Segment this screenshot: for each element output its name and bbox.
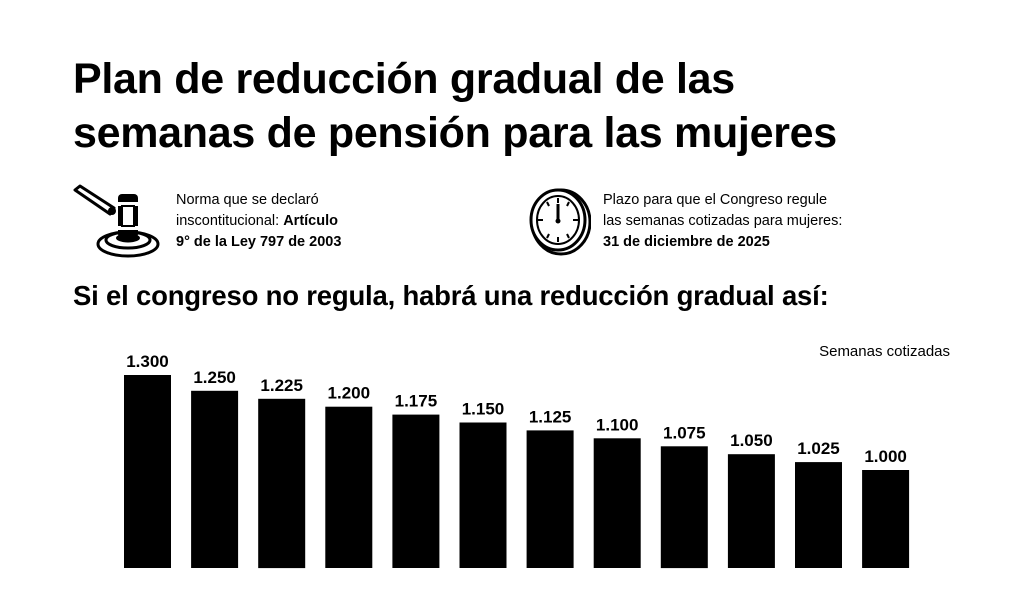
- bar-9: [727, 454, 775, 568]
- bar-1: [191, 390, 239, 568]
- bar-label-11: 1.000: [864, 447, 907, 466]
- info-plazo: Plazo para que el Congreso regule las se…: [525, 184, 842, 256]
- bar-label-0: 1.300: [126, 352, 169, 371]
- bar-2: [258, 398, 306, 569]
- bar-label-10: 1.025: [797, 439, 840, 458]
- bar-8: [660, 446, 708, 569]
- bar-label-6: 1.125: [529, 407, 572, 426]
- bar-label-1: 1.250: [193, 368, 236, 387]
- page-title: Plan de reducción gradual de las semanas…: [73, 52, 973, 160]
- info-plazo-line3: 31 de diciembre de 2025: [603, 234, 770, 250]
- bar-label-5: 1.150: [462, 400, 505, 419]
- bar-4: [392, 414, 440, 568]
- bar-5: [459, 422, 507, 568]
- bar-label-4: 1.175: [395, 392, 438, 411]
- info-norma-line2: inscontitucional:: [176, 213, 284, 229]
- gavel-icon: [73, 184, 160, 258]
- clock-icon: [529, 188, 591, 256]
- bar-label-7: 1.100: [596, 415, 639, 434]
- bar-label-8: 1.075: [663, 423, 706, 442]
- info-plazo-line1: Plazo para que el Congreso regule: [603, 192, 828, 208]
- bar-11: [862, 470, 910, 568]
- bar-7: [593, 438, 641, 568]
- info-plazo-line2: las semanas cotizadas para mujeres:: [603, 213, 843, 229]
- bar-3: [325, 406, 373, 568]
- info-norma-line3: 9° de la Ley 797 de 2003: [176, 234, 342, 250]
- bar-0: [124, 375, 171, 568]
- unit-label: Semanas cotizadas: [819, 343, 950, 360]
- chart-subtitle: Si el congreso no regula, habrá una redu…: [73, 280, 829, 311]
- info-norma-text: Norma que se declaró inscontitucional: A…: [176, 190, 341, 253]
- bar-chart: 1.300 1.250 1.225 1.200 1.175 1.150 1.125 1.100…: [124, 352, 910, 569]
- title-line-2: semanas de pensión para las mujeres: [73, 109, 837, 157]
- info-norma: Norma que se declaró inscontitucional: A…: [72, 184, 341, 260]
- bar-label-9: 1.050: [730, 431, 773, 450]
- info-norma-line1: Norma que se declaró: [176, 192, 319, 208]
- bar-6: [526, 430, 574, 568]
- title-line-1: Plan de reducción gradual de las: [73, 55, 735, 103]
- info-plazo-text: Plazo para que el Congreso regule las se…: [603, 190, 842, 253]
- bar-label-3: 1.200: [328, 384, 371, 403]
- info-norma-line2-bold: Artículo: [283, 213, 338, 229]
- bar-10: [795, 462, 842, 568]
- bar-label-2: 1.225: [260, 376, 303, 395]
